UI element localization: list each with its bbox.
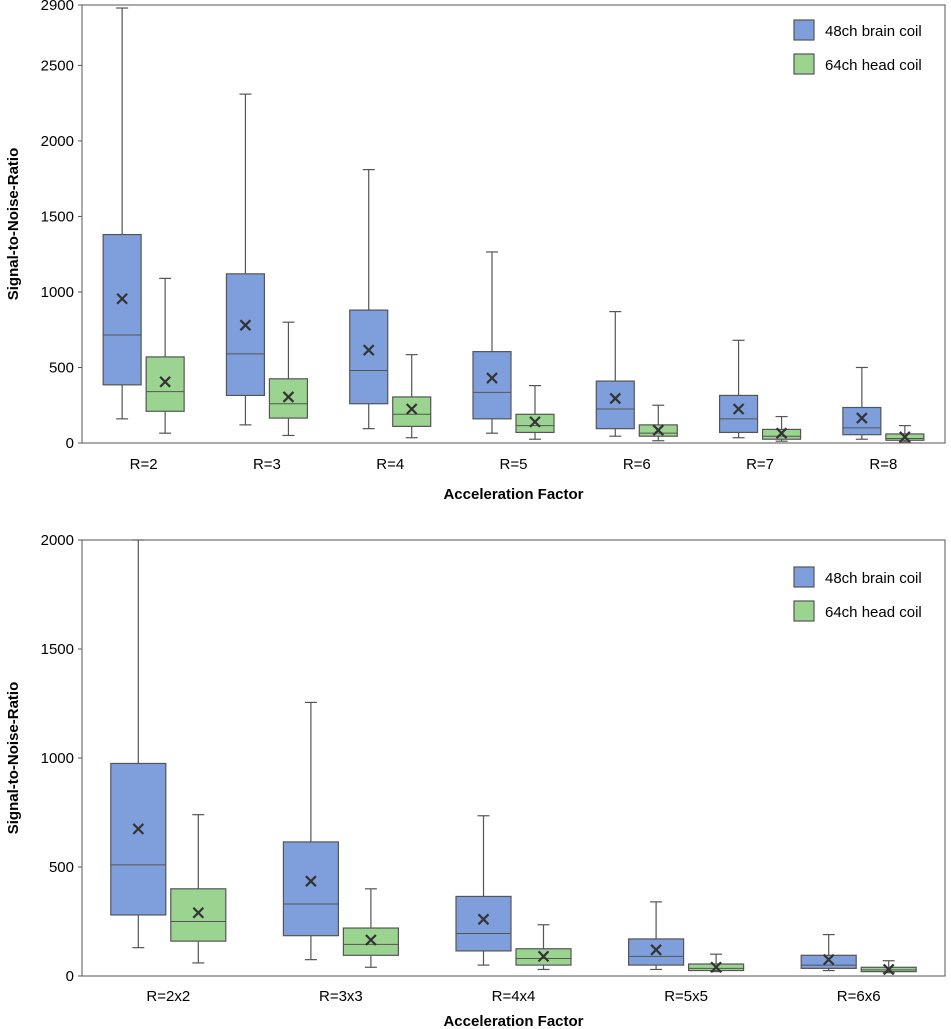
box-48ch xyxy=(282,841,339,937)
box-48ch xyxy=(110,762,167,916)
box-48ch xyxy=(225,273,266,397)
y-tick-label: 2000 xyxy=(41,532,74,549)
legend-swatch xyxy=(793,600,815,622)
legend-label: 48ch brain coil xyxy=(825,570,922,587)
legend-label: 64ch head coil xyxy=(825,57,922,74)
y-tick-label: 1500 xyxy=(41,208,74,225)
chart-panel-acceleration-factor: 0 500 1000 1500 2000 2500 2900 R=2 R=3 R=4 R=5 R=6 R… xyxy=(5,0,946,503)
mean-marker xyxy=(710,961,722,974)
mean-marker xyxy=(652,424,665,436)
y-tick-label: 2900 xyxy=(41,0,74,14)
box-64ch xyxy=(342,927,399,956)
mean-marker xyxy=(132,823,145,835)
box-48ch xyxy=(718,394,759,434)
mean-marker xyxy=(159,376,171,388)
box-48ch xyxy=(102,233,142,386)
mean-marker xyxy=(362,344,375,356)
x-tick-label: R=6x6 xyxy=(837,988,881,1005)
x-tick-label: R=4x4 xyxy=(492,988,536,1005)
box-48ch xyxy=(455,895,512,952)
mean-marker xyxy=(732,403,745,415)
mean-marker xyxy=(899,431,911,443)
box-48ch xyxy=(349,309,389,405)
y-tick-label: 500 xyxy=(49,859,74,876)
mean-marker xyxy=(405,403,418,415)
box-64ch xyxy=(170,888,227,942)
y-tick-label: 0 xyxy=(66,968,74,985)
y-axis-title: Signal-to-Noise-Ratio xyxy=(5,148,22,301)
x-tick-label: R=2x2 xyxy=(146,988,190,1005)
mean-marker xyxy=(239,319,252,331)
y-tick-label: 1000 xyxy=(41,750,74,767)
y-tick-label: 0 xyxy=(66,435,74,452)
mean-marker xyxy=(537,950,550,963)
mean-marker xyxy=(856,412,868,424)
mean-marker xyxy=(282,391,295,403)
box-64ch xyxy=(392,396,432,427)
box-48ch xyxy=(595,380,635,430)
mean-marker xyxy=(486,372,498,384)
mean-marker xyxy=(775,427,788,439)
legend-label: 64ch head coil xyxy=(825,604,922,621)
y-tick-label: 1000 xyxy=(41,284,74,301)
y-tick-label: 1500 xyxy=(41,641,74,658)
mean-marker xyxy=(609,392,622,405)
mean-marker xyxy=(192,907,205,919)
legend-swatch xyxy=(793,566,815,588)
x-tick-label: R=7 xyxy=(746,456,774,473)
box-48ch xyxy=(627,938,685,966)
x-tick-label: R=6 xyxy=(623,456,651,473)
box-48ch xyxy=(472,351,512,420)
y-axis-title: Signal-to-Noise-Ratio xyxy=(5,682,22,835)
mean-marker xyxy=(365,934,377,946)
mean-marker xyxy=(477,913,490,926)
mean-marker xyxy=(116,292,128,305)
box-48ch xyxy=(800,954,857,969)
x-axis-title: Acceleration Factor xyxy=(443,1013,583,1029)
legend-swatch xyxy=(793,53,815,75)
mean-marker xyxy=(882,963,895,976)
x-tick-label: R=3 xyxy=(253,456,281,473)
mean-marker xyxy=(822,953,835,966)
x-tick-label: R=3x3 xyxy=(319,988,363,1005)
mean-marker xyxy=(305,875,317,887)
mean-marker xyxy=(650,944,662,956)
y-tick-label: 2500 xyxy=(41,57,74,74)
x-tick-label: R=2 xyxy=(130,456,158,473)
plot-frame xyxy=(81,4,946,444)
x-axis-title: Acceleration Factor xyxy=(443,486,583,503)
x-tick-label: R=5 xyxy=(500,456,528,473)
box-64ch xyxy=(145,356,185,412)
y-tick-label: 2000 xyxy=(41,133,74,150)
legend-label: 48ch brain coil xyxy=(825,23,922,40)
x-tick-label: R=5x5 xyxy=(664,988,708,1005)
legend-swatch xyxy=(793,19,815,41)
mean-marker xyxy=(529,416,541,428)
chart-panel-2d-acceleration-factor: 0 500 1000 1500 2000 R=2x2 R=3x3 R=4x4 R=5x5 R=6x… xyxy=(5,532,946,1029)
x-tick-label: R=4 xyxy=(376,456,404,473)
y-tick-label: 500 xyxy=(49,359,74,376)
x-tick-label: R=8 xyxy=(869,456,897,473)
box-48ch xyxy=(842,406,882,436)
